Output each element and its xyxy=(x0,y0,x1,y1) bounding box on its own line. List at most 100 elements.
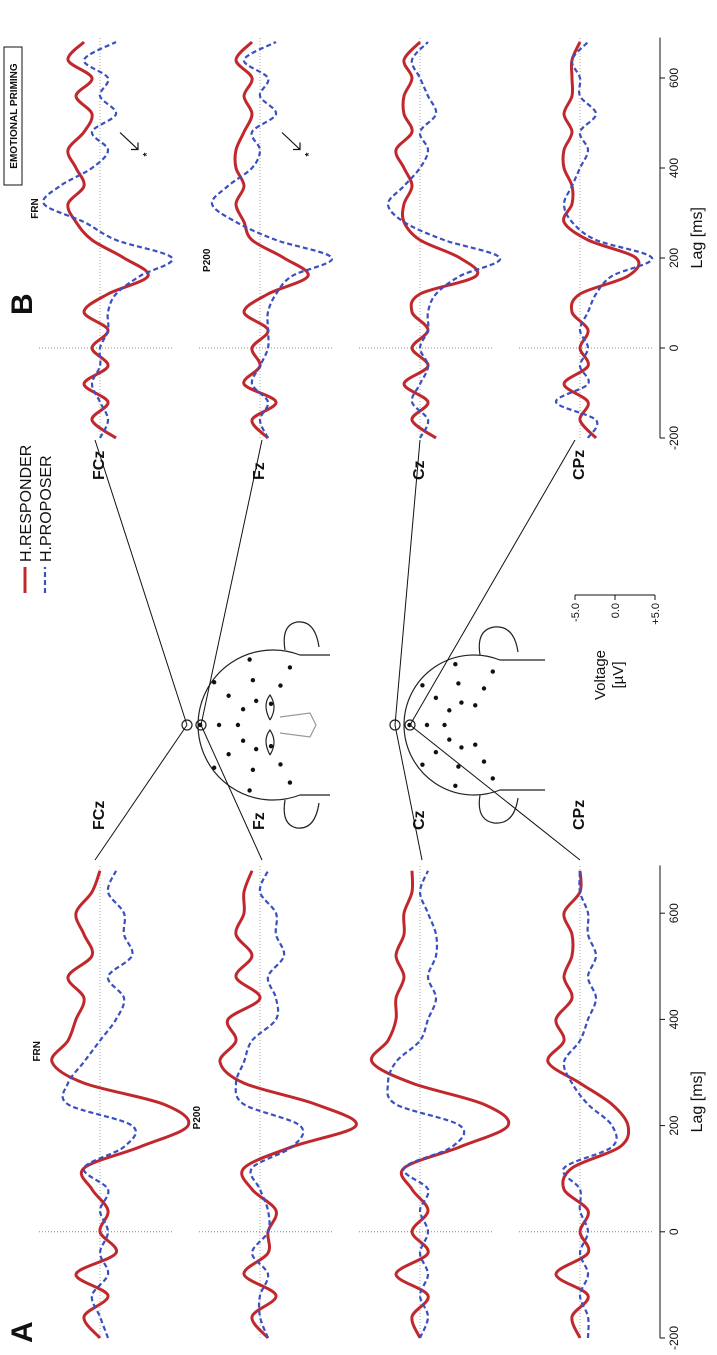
rotated-figure: A FCz Fz Cz CPz -200 0 200 400 600 Lag [ms] FRN P200… xyxy=(4,38,706,1351)
arrow xyxy=(282,133,300,150)
panel-label: A xyxy=(6,1321,39,1343)
waveform xyxy=(396,42,478,438)
electrode-dot xyxy=(251,768,255,772)
electrode-dot xyxy=(212,680,216,684)
electrode-dot xyxy=(226,694,230,698)
waveform xyxy=(548,871,629,1338)
waveform xyxy=(68,42,148,438)
electrode-dot xyxy=(420,683,424,687)
connector xyxy=(395,725,422,860)
electrode-dot xyxy=(482,686,486,690)
annotation: P200 xyxy=(192,1106,203,1130)
arrow xyxy=(120,133,138,150)
electrode-dot xyxy=(217,723,221,727)
electrode-label: Fz xyxy=(251,812,268,830)
connector xyxy=(410,725,580,860)
electrode-dot xyxy=(456,681,460,685)
electrode-dot xyxy=(447,737,451,741)
scale-tick-label: +5.0 xyxy=(650,603,662,625)
electrode-dot xyxy=(226,752,230,756)
annotation: FRN xyxy=(32,1041,43,1062)
electrode-label: CPz xyxy=(571,800,588,830)
waveform xyxy=(387,871,464,1338)
electrode-label: FCz xyxy=(91,801,108,830)
electrode-dot xyxy=(420,762,424,766)
x-tick-label: 0 xyxy=(667,344,681,351)
electrode-dot xyxy=(459,700,463,704)
annotation: P200 xyxy=(202,248,213,272)
ear xyxy=(284,800,319,828)
nose xyxy=(280,713,316,737)
electrode-dot xyxy=(453,784,457,788)
electrode-label: Cz xyxy=(411,460,428,480)
scale-title: Voltage xyxy=(592,650,609,700)
page: {"chart_data": { "type": "line", "x": [-… xyxy=(0,0,717,1355)
x-tick-label: 200 xyxy=(667,248,681,268)
annotation: * xyxy=(142,152,153,156)
x-tick-label: 400 xyxy=(667,1009,681,1029)
waveform xyxy=(52,871,189,1338)
waveform xyxy=(235,42,308,438)
panel-label: B xyxy=(6,293,39,315)
electrode-dot xyxy=(241,707,245,711)
electrode-label: CPz xyxy=(571,450,588,480)
electrode-dot xyxy=(236,723,240,727)
waveform xyxy=(43,42,172,438)
electrode-dot xyxy=(269,702,273,706)
connector xyxy=(95,725,187,860)
electrode-dot xyxy=(269,744,273,748)
electrode-dot xyxy=(473,743,477,747)
waveform xyxy=(388,42,500,438)
x-axis-title: Lag [ms] xyxy=(689,207,706,268)
x-axis-title: Lag [ms] xyxy=(689,1071,706,1132)
electrode-dot xyxy=(212,766,216,770)
legend-label: H.PROPOSER xyxy=(38,455,55,562)
electrode-dot xyxy=(491,776,495,780)
electrode-dots xyxy=(198,657,495,792)
scale-title: [µV] xyxy=(610,662,627,689)
electrode-dot xyxy=(278,762,282,766)
annotation: FRN xyxy=(30,198,41,219)
connector xyxy=(201,725,262,860)
electrode-dot xyxy=(247,657,251,661)
electrode-dot xyxy=(254,747,258,751)
legend-label: H.RESPONDER xyxy=(18,445,35,562)
x-tick-label: 600 xyxy=(667,903,681,923)
annotation: * xyxy=(304,152,315,156)
x-tick-label: -200 xyxy=(667,1326,681,1350)
x-tick-label: 200 xyxy=(667,1115,681,1135)
electrode-dot xyxy=(442,723,446,727)
electrode-dot xyxy=(482,759,486,763)
connector xyxy=(95,440,187,725)
panel-title: EMOTIONAL PRIMING xyxy=(9,63,20,169)
electrode-dot xyxy=(247,788,251,792)
electrode-dot xyxy=(254,699,258,703)
x-tick-label: -200 xyxy=(667,426,681,450)
ear xyxy=(284,622,319,650)
electrode-dot xyxy=(453,662,457,666)
waveform xyxy=(563,871,617,1338)
electrode-dot xyxy=(288,665,292,669)
ear xyxy=(479,795,518,823)
scale-tick-label: 0.0 xyxy=(610,603,622,618)
x-tick-label: 400 xyxy=(667,158,681,178)
electrode-dot xyxy=(241,739,245,743)
x-tick-label: 0 xyxy=(667,1228,681,1235)
electrode-dot xyxy=(278,683,282,687)
x-tick-label: 600 xyxy=(667,68,681,88)
scale-tick-label: -5.0 xyxy=(570,603,582,622)
waveform xyxy=(563,42,639,438)
electrode-dot xyxy=(425,723,429,727)
electrode-dot xyxy=(491,669,495,673)
electrode-dot xyxy=(447,708,451,712)
waveform xyxy=(220,871,357,1338)
figure: A FCz Fz Cz CPz -200 0 200 400 600 Lag [ms] FRN P200… xyxy=(0,0,717,1355)
connector xyxy=(410,440,575,725)
waveform xyxy=(371,871,508,1338)
electrode-dot xyxy=(434,750,438,754)
electrode-dot xyxy=(473,703,477,707)
electrode-dot xyxy=(251,678,255,682)
ear xyxy=(479,627,518,655)
connector xyxy=(395,440,420,725)
electrode-dot xyxy=(288,780,292,784)
